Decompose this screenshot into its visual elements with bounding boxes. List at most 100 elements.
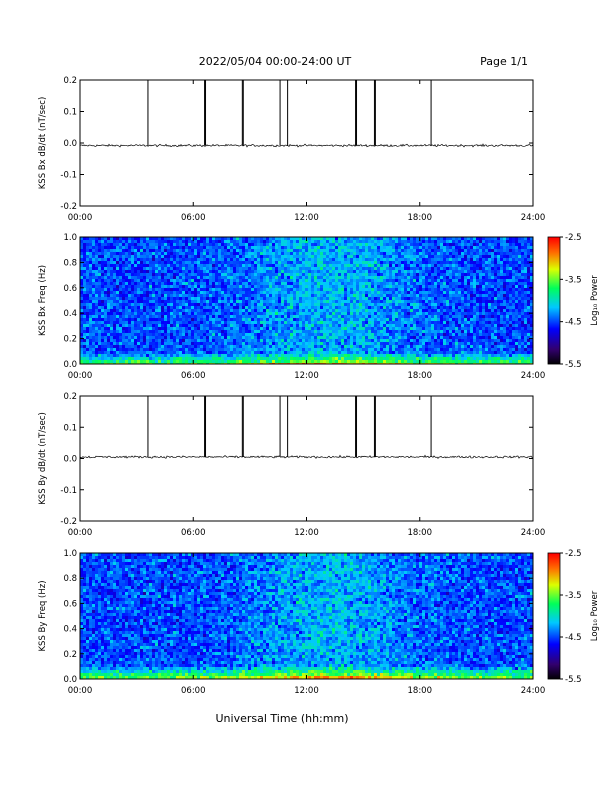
spectrogram-cell bbox=[350, 273, 354, 277]
spectrogram-cell bbox=[305, 300, 309, 304]
spectrogram-cell bbox=[248, 315, 252, 319]
spectrogram-cell bbox=[245, 261, 249, 265]
spectrogram-cell bbox=[158, 324, 162, 328]
spectrogram-cell bbox=[89, 261, 93, 265]
spectrogram-cell bbox=[116, 279, 120, 283]
spectrogram-cell bbox=[146, 246, 150, 250]
spectrogram-cell bbox=[347, 279, 351, 283]
spectrogram-cell bbox=[185, 255, 189, 259]
spectrogram-cell bbox=[86, 243, 90, 247]
spectrogram-cell bbox=[275, 249, 279, 253]
spectrogram-cell bbox=[116, 306, 120, 310]
spectrogram-cell bbox=[257, 273, 261, 277]
spectrogram-cell bbox=[128, 276, 132, 280]
spectrogram-cell bbox=[164, 345, 168, 349]
spectrogram-cell bbox=[155, 324, 159, 328]
spectrogram-cell bbox=[125, 357, 129, 361]
spectrogram-cell bbox=[275, 312, 279, 316]
spectrogram-cell bbox=[167, 345, 171, 349]
spectrogram-cell bbox=[161, 252, 165, 256]
spectrogram-cell bbox=[227, 306, 231, 310]
spectrogram-cell bbox=[122, 276, 126, 280]
spectrogram-cell bbox=[236, 348, 240, 352]
spectrogram-cell bbox=[290, 309, 294, 313]
spectrogram-cell bbox=[197, 243, 201, 247]
spectrogram-cell bbox=[134, 327, 138, 331]
spectrogram-cell bbox=[269, 324, 273, 328]
spectrogram-cell bbox=[119, 258, 123, 262]
spectrogram-cell bbox=[89, 354, 93, 358]
spectrogram-cell bbox=[350, 282, 354, 286]
spectrogram-cell bbox=[200, 324, 204, 328]
spectrogram-cell bbox=[161, 330, 165, 334]
spectrogram-cell bbox=[110, 339, 114, 343]
spectrogram-cell bbox=[299, 240, 303, 244]
spectrogram-cell bbox=[284, 303, 288, 307]
spectrogram-cell bbox=[179, 333, 183, 337]
spectrogram-cell bbox=[122, 306, 126, 310]
spectrogram-cell bbox=[389, 321, 393, 325]
spectrogram-cell bbox=[182, 261, 186, 265]
spectrogram-cell bbox=[197, 237, 201, 241]
spectrogram-cell bbox=[233, 240, 237, 244]
spectrogram-cell bbox=[326, 270, 330, 274]
spectrogram-cell bbox=[389, 354, 393, 358]
spectrogram-cell bbox=[239, 348, 243, 352]
spectrogram-cell bbox=[293, 285, 297, 289]
spectrogram-cell bbox=[380, 327, 384, 331]
spectrogram-cell bbox=[134, 273, 138, 277]
spectrogram-cell bbox=[401, 351, 405, 355]
spectrogram-cell bbox=[275, 267, 279, 271]
spectrogram-cell bbox=[410, 348, 414, 352]
spectrogram-cell bbox=[383, 264, 387, 268]
spectrogram-cell bbox=[266, 285, 270, 289]
spectrogram-cell bbox=[311, 282, 315, 286]
spectrogram-cell bbox=[188, 294, 192, 298]
spectrogram-cell bbox=[293, 357, 297, 361]
spectrogram-cell bbox=[185, 291, 189, 295]
spectrogram-cell bbox=[299, 258, 303, 262]
spectrogram-cell bbox=[83, 273, 87, 277]
spectrogram-cell bbox=[404, 309, 408, 313]
spectrogram-cell bbox=[146, 327, 150, 331]
spectrogram-cell bbox=[266, 309, 270, 313]
spectrogram-cell bbox=[164, 246, 168, 250]
spectrogram-cell bbox=[101, 306, 105, 310]
spectrogram-cell bbox=[215, 315, 219, 319]
spectrogram-cell bbox=[275, 342, 279, 346]
spectrogram-cell bbox=[230, 354, 234, 358]
spectrogram-cell bbox=[182, 333, 186, 337]
spectrogram-cell bbox=[404, 306, 408, 310]
spectrogram-cell bbox=[167, 261, 171, 265]
spectrogram-cell bbox=[404, 339, 408, 343]
spectrogram-cell bbox=[353, 282, 357, 286]
spectrogram-cell bbox=[143, 285, 147, 289]
spectrogram-cell bbox=[194, 276, 198, 280]
spectrogram-cell bbox=[416, 288, 420, 292]
spectrogram-cell bbox=[146, 318, 150, 322]
spectrogram-cell bbox=[257, 351, 261, 355]
spectrogram-cell bbox=[200, 282, 204, 286]
spectrogram-cell bbox=[338, 324, 342, 328]
spectrogram-cell bbox=[317, 348, 321, 352]
spectrogram-cell bbox=[395, 360, 399, 364]
spectrogram-cell bbox=[293, 342, 297, 346]
spectrogram-cell bbox=[191, 327, 195, 331]
spectrogram-cell bbox=[119, 351, 123, 355]
spectrogram-cell bbox=[356, 300, 360, 304]
spectrogram-cell bbox=[83, 357, 87, 361]
spectrogram-cell bbox=[374, 309, 378, 313]
spectrogram-cell bbox=[80, 306, 84, 310]
spectrogram-cell bbox=[206, 237, 210, 241]
spectrogram-cell bbox=[137, 294, 141, 298]
spectrogram-cell bbox=[290, 300, 294, 304]
spectrogram-cell bbox=[266, 297, 270, 301]
spectrogram-cell bbox=[320, 351, 324, 355]
spectrogram-cell bbox=[98, 351, 102, 355]
spectrogram-cell bbox=[146, 315, 150, 319]
spectrogram-cell bbox=[236, 309, 240, 313]
spectrogram-cell bbox=[122, 309, 126, 313]
spectrogram-cell bbox=[290, 336, 294, 340]
spectrogram-cell bbox=[242, 342, 246, 346]
spectrogram-cell bbox=[266, 279, 270, 283]
